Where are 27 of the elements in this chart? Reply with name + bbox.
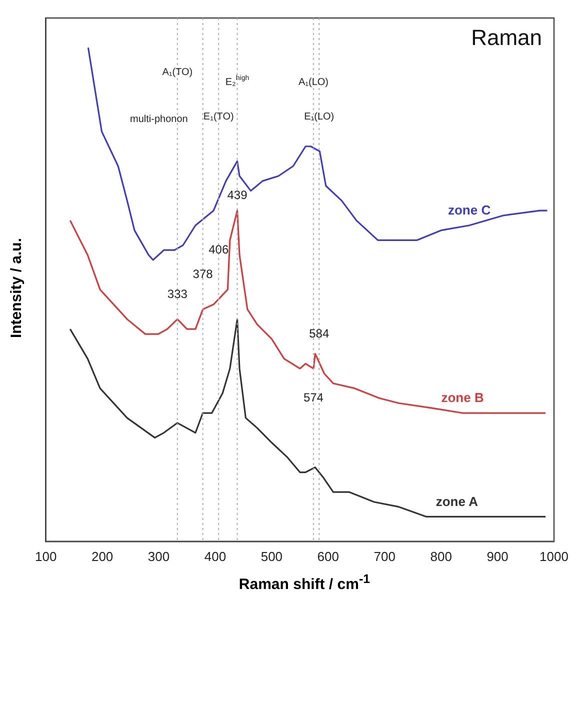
- x-tick-label: 1000: [540, 548, 568, 564]
- x-tick-label: 900: [486, 548, 508, 564]
- x-tick-label: 400: [204, 548, 226, 564]
- series-label: zone C: [448, 202, 492, 218]
- chart-title: Raman: [471, 25, 542, 50]
- x-tick-label: 800: [430, 548, 452, 564]
- annotation: 439: [227, 188, 248, 202]
- x-tick-label: 600: [317, 548, 340, 564]
- annotation: 584: [309, 326, 330, 340]
- series-label: zone A: [436, 494, 479, 509]
- annotation: A₁(TO): [162, 67, 193, 78]
- annotation: 574: [303, 390, 324, 405]
- x-tick-label: 300: [148, 548, 170, 564]
- series-label: zone B: [441, 390, 484, 406]
- x-tick-label: 100: [34, 548, 57, 564]
- y-axis-title: Intensity / a.u.: [8, 238, 26, 338]
- annotation: A₁(LO): [298, 76, 328, 88]
- annotation: E₁(LO): [304, 112, 334, 123]
- x-tick-label: 700: [374, 548, 396, 564]
- x-tick-label: 500: [260, 548, 283, 564]
- x-axis-title: Raman shift / cm$^{-1}$: [238, 572, 372, 593]
- annotation: multi-phonon: [130, 114, 188, 125]
- x-tick-label: 200: [91, 548, 114, 564]
- annotation: 378: [192, 267, 214, 282]
- annotation: 333: [167, 286, 188, 301]
- annotation: E₁(TO): [203, 112, 234, 123]
- annotation: 406: [208, 242, 229, 256]
